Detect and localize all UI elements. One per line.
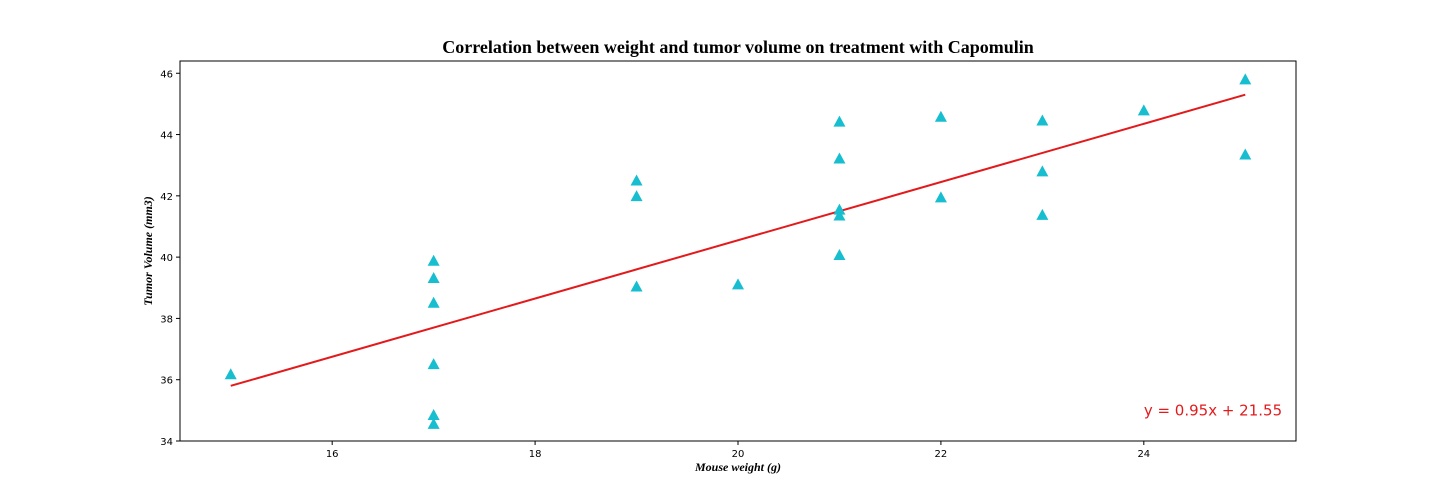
x-axis: 16 18 20 22 24: [326, 441, 1150, 460]
x-axis-label: Mouse weight (g): [694, 460, 781, 474]
y-tick-label: 46: [160, 69, 173, 80]
axes-frame: [179, 60, 1297, 442]
y-tick-label: 40: [160, 253, 173, 264]
x-tick-label: 24: [1137, 449, 1150, 460]
y-axis: 34 36 38 40 42 44 46: [160, 69, 180, 448]
x-tick-label: 20: [732, 449, 745, 460]
data-point: [427, 254, 440, 266]
data-point: [732, 278, 744, 290]
data-point: [630, 174, 643, 186]
chart-title: Correlation between weight and tumor vol…: [442, 37, 1033, 57]
x-tick-label: 18: [529, 449, 542, 460]
data-point: [630, 190, 643, 202]
data-point: [833, 248, 846, 260]
data-point: [833, 203, 846, 215]
data-point: [833, 152, 846, 164]
data-point: [1239, 148, 1252, 160]
data-point: [1239, 73, 1252, 85]
regression-equation: y = 0.95x + 21.55: [1144, 401, 1282, 419]
y-tick-label: 42: [160, 192, 173, 203]
y-axis-label: Tumor Volume (mm3): [141, 196, 155, 306]
data-point: [427, 358, 440, 370]
plot-area: [224, 73, 1252, 429]
data-point: [630, 280, 643, 292]
data-point: [427, 417, 440, 429]
x-tick-label: 22: [935, 449, 948, 460]
data-point: [427, 296, 440, 308]
y-tick-label: 34: [160, 437, 173, 448]
data-point: [1137, 104, 1150, 116]
y-tick-label: 38: [160, 314, 173, 325]
data-point: [833, 209, 846, 221]
y-tick-label: 44: [160, 131, 173, 142]
data-point: [1036, 165, 1049, 177]
data-point: [934, 191, 947, 203]
regression-line: [230, 93, 1246, 387]
data-point: [224, 368, 237, 380]
data-point: [934, 110, 947, 122]
data-point: [427, 271, 440, 283]
data-point: [1036, 208, 1049, 220]
y-tick-label: 36: [160, 376, 173, 387]
data-point: [1036, 114, 1049, 126]
x-tick-label: 16: [326, 449, 339, 460]
data-point: [833, 115, 846, 127]
data-point: [427, 408, 440, 420]
